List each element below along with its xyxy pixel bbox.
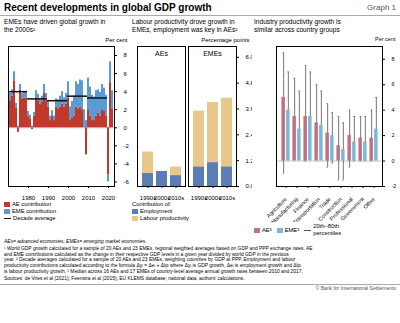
- html-text:© Bank for International Settl: © Bank for International Settlements: [315, 284, 396, 291]
- svg-text:Professional: Professional: [328, 196, 354, 222]
- html-text:Employment: Employment: [140, 208, 173, 214]
- svg-text:1980: 1980: [22, 195, 36, 200]
- svg-text:Per cent: Per cent: [375, 36, 396, 42]
- html-text:Recent developments in global: Recent developments in global GDP growth: [4, 2, 212, 13]
- svg-text:8: 8: [392, 56, 395, 62]
- html-text:EME³: EME³: [284, 226, 300, 233]
- svg-text:Trade: Trade: [317, 196, 332, 211]
- svg-text:Finance: Finance: [291, 196, 310, 215]
- svg-text:6.0: 6.0: [246, 54, 253, 60]
- svg-text:0: 0: [392, 158, 395, 164]
- svg-text:6: 6: [124, 71, 128, 77]
- svg-text:1.2: 1.2: [246, 158, 253, 164]
- svg-text:AEs: AEs: [155, 50, 168, 57]
- html-text:EME contribution: EME contribution: [12, 208, 57, 214]
- html-text:AE contribution: AE contribution: [12, 201, 52, 207]
- svg-text:0: 0: [124, 125, 128, 131]
- svg-text:Agriculture: Agriculture: [265, 196, 288, 219]
- svg-text:2010: 2010: [82, 195, 96, 200]
- svg-text:2010s: 2010s: [219, 195, 235, 200]
- html-text:Decade average: Decade average: [13, 215, 56, 221]
- svg-text:8: 8: [124, 52, 128, 58]
- svg-text:2010s: 2010s: [168, 195, 184, 200]
- svg-text:2000: 2000: [62, 195, 76, 200]
- html-text:Industry productivity growth i: Industry productivity growth is similar …: [254, 18, 341, 33]
- svg-text:2.4: 2.4: [246, 132, 253, 138]
- svg-text:3.6: 3.6: [246, 106, 253, 112]
- svg-text:1990: 1990: [42, 195, 56, 200]
- svg-text:-2: -2: [392, 183, 397, 189]
- svg-text:4: 4: [124, 89, 128, 95]
- svg-text:Per cent: Per cent: [105, 37, 128, 43]
- svg-text:4: 4: [392, 107, 395, 113]
- html-text:20th–80th percentiles: 20th–80th percentiles: [313, 223, 342, 236]
- svg-text:2020: 2020: [102, 195, 116, 200]
- html-text:AE³: AE³: [262, 226, 272, 233]
- svg-text:2: 2: [392, 132, 395, 138]
- html-text:EMEs have driven global growth: EMEs have driven global growth in the 20…: [4, 18, 106, 33]
- svg-text:Other: Other: [362, 196, 376, 210]
- html-text:Labour productivity drove grow: Labour productivity drove growth in EMEs…: [132, 18, 238, 33]
- svg-text:-4: -4: [124, 161, 130, 167]
- svg-text:-6: -6: [124, 179, 130, 185]
- svg-text:2: 2: [124, 107, 128, 113]
- svg-text:EMEs: EMEs: [203, 50, 222, 57]
- html-text:¹ World GDP growth calculated: ¹ World GDP growth calculated for a samp…: [4, 245, 313, 274]
- html-text:Graph 1: Graph 1: [367, 3, 396, 12]
- html-text:AEs= advanced economies; EMEs=: AEs= advanced economies; EMEs= emerging …: [4, 239, 147, 244]
- svg-text:Government: Government: [339, 196, 365, 222]
- svg-text:4.8: 4.8: [246, 80, 253, 86]
- html-text:Sources: de Vries et al (2021): Sources: de Vries et al (2021); Feenstra…: [4, 275, 245, 281]
- svg-text:-2: -2: [124, 143, 130, 149]
- svg-text:0.0: 0.0: [246, 183, 253, 189]
- html-text:Contribution of:: Contribution of:: [132, 201, 172, 207]
- svg-text:Percentage points: Percentage points: [201, 37, 249, 43]
- html-text:Labour productivity: Labour productivity: [140, 215, 189, 221]
- svg-text:6: 6: [392, 81, 395, 87]
